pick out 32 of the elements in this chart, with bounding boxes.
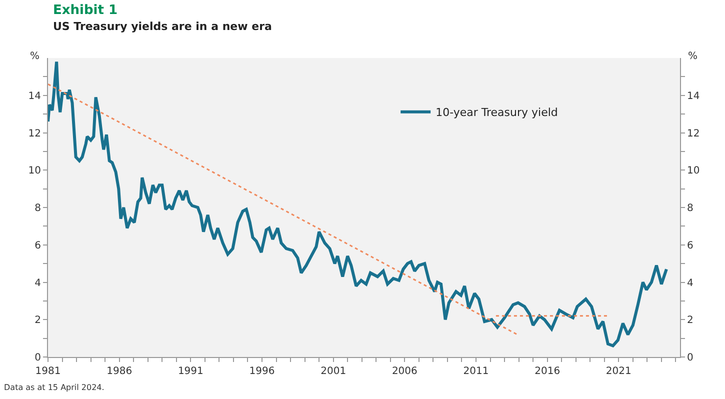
x-tick-label: 2011 — [463, 366, 489, 377]
x-tick-label: 1996 — [249, 366, 275, 377]
y2-tick-label: 0 — [687, 352, 694, 364]
y-tick-label: 10 — [28, 166, 41, 177]
y-axis-title: % — [30, 51, 40, 62]
x-tick-label: 2006 — [392, 366, 418, 377]
y2-tick-label: 4 — [687, 278, 694, 289]
y2-tick-label: 6 — [687, 240, 694, 252]
legend-label: 10-year Treasury yield — [436, 106, 558, 120]
y2-axis-title: % — [688, 51, 698, 62]
line-series — [48, 60, 668, 348]
x-tick-label: 1991 — [178, 366, 204, 377]
y-tick-label: 14 — [28, 90, 41, 102]
y-tick-label: 12 — [28, 128, 41, 140]
y2-tick-label: 2 — [687, 315, 694, 326]
y-tick-label: 6 — [34, 240, 41, 252]
y2-tick-label: 10 — [687, 166, 700, 177]
y2-tick-label: 14 — [687, 90, 700, 102]
y2-tick-label: 8 — [687, 203, 694, 214]
y2-tick-label: 12 — [687, 128, 700, 140]
chart-title: Exhibit 1 — [53, 3, 118, 18]
text: Data as at 15 April 2024. — [4, 383, 104, 392]
x-tick-label: 1981 — [35, 366, 61, 377]
x-tick-label: 2001 — [320, 366, 346, 377]
chart-subtitle: US Treasury yields are in a new era — [53, 20, 272, 33]
y-tick-label: 8 — [34, 203, 41, 214]
y-tick-label: 2 — [34, 315, 41, 326]
x-tick-label: 2021 — [606, 366, 632, 377]
y-tick-label: 4 — [34, 278, 41, 289]
y-tick-label: 0 — [34, 352, 41, 364]
x-tick-label: 2016 — [534, 366, 560, 377]
x-tick-label: 1986 — [106, 366, 132, 377]
